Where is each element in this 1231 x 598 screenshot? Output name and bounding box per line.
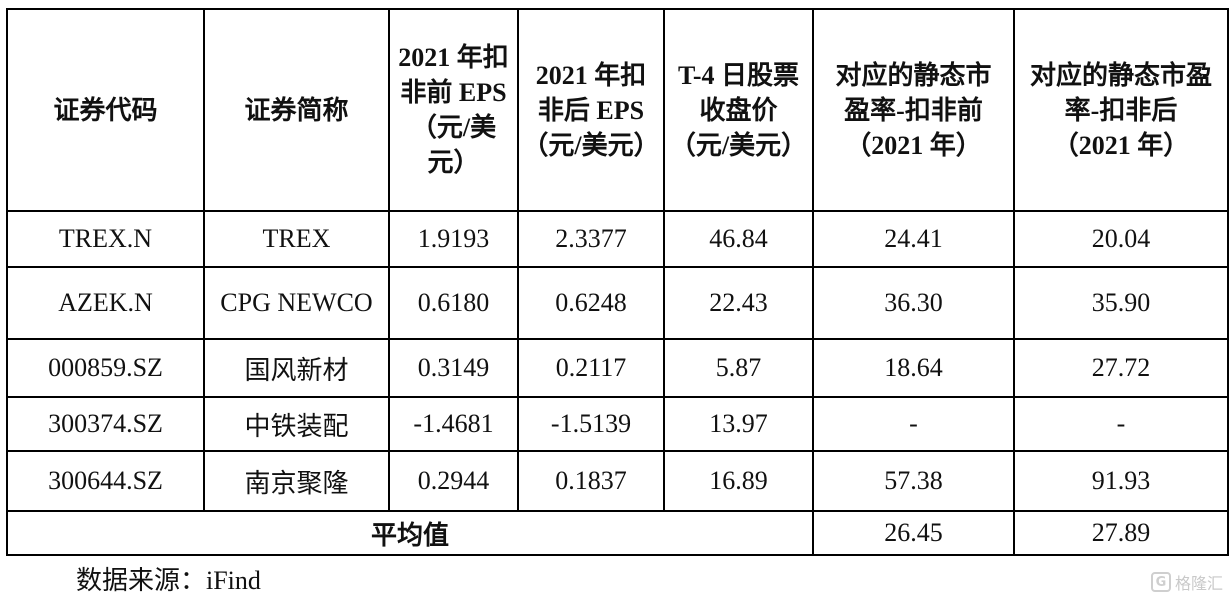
header-line: 2021 年扣 (535, 60, 647, 90)
cell-code: 300374.SZ (6, 396, 205, 452)
header-line: 证券代码 (53, 95, 158, 125)
header-line: 元） (427, 148, 480, 177)
header-security-name: 证券简称 (203, 8, 390, 212)
header-line: 对应的静态市 (835, 60, 992, 90)
header-line: 率-扣非后 (1064, 95, 1178, 125)
source-note: 数据来源：iFind (76, 566, 261, 595)
cell-pe-before: 57.38 (812, 450, 1015, 512)
header-eps-after: 2021 年扣 非后 EPS （元/美元） (517, 8, 665, 212)
header-line: 非前 EPS (400, 78, 507, 107)
average-pe-before: 26.45 (812, 510, 1015, 556)
header-line: （元/美元） (522, 130, 660, 160)
cell-code: AZEK.N (6, 266, 205, 340)
cell-code: TREX.N (6, 210, 205, 268)
cell-pe-after: 27.72 (1013, 338, 1229, 398)
table-row: 300374.SZ 中铁装配 -1.4681 -1.5139 13.97 - - (6, 396, 1229, 452)
header-line: 非后 EPS (537, 95, 645, 125)
cell-eps-after: 0.2117 (517, 338, 665, 398)
cell-pe-before: 24.41 (812, 210, 1015, 268)
cell-close-price: 46.84 (663, 210, 814, 268)
cell-name: 南京聚隆 (203, 450, 390, 512)
cell-close-price: 13.97 (663, 396, 814, 452)
cell-eps-before: 0.2944 (388, 450, 519, 512)
cell-close-price: 5.87 (663, 338, 814, 398)
cell-eps-before: 0.6180 (388, 266, 519, 340)
header-line: 证券简称 (244, 95, 349, 125)
cell-eps-after: 2.3377 (517, 210, 665, 268)
header-line: 对应的静态市盈 (1029, 60, 1212, 90)
cell-code: 300644.SZ (6, 450, 205, 512)
watermark-text: 格隆汇 (1174, 574, 1223, 593)
cell-eps-after: -1.5139 (517, 396, 665, 452)
cell-pe-before: 18.64 (812, 338, 1015, 398)
cell-eps-before: 1.9193 (388, 210, 519, 268)
cell-eps-before: 0.3149 (388, 338, 519, 398)
table-row: 000859.SZ 国风新材 0.3149 0.2117 5.87 18.64 … (6, 338, 1229, 398)
table-row: 300644.SZ 南京聚隆 0.2944 0.1837 16.89 57.38… (6, 450, 1229, 512)
header-close-price: T-4 日股票 收盘价 （元/美元） (663, 8, 814, 212)
table-row: TREX.N TREX 1.9193 2.3377 46.84 24.41 20… (6, 210, 1229, 268)
header-line: （2021 年） (1052, 130, 1190, 160)
header-line: （2021 年） (845, 130, 982, 160)
cell-pe-after: - (1013, 396, 1229, 452)
header-pe-before: 对应的静态市 盈率-扣非前 （2021 年） (812, 8, 1015, 212)
cell-pe-before: 36.30 (812, 266, 1015, 340)
cell-pe-after: 35.90 (1013, 266, 1229, 340)
cell-close-price: 22.43 (663, 266, 814, 340)
cell-eps-before: -1.4681 (388, 396, 519, 452)
header-line: 收盘价 (699, 95, 778, 125)
header-security-code: 证券代码 (6, 8, 205, 212)
average-pe-after: 27.89 (1013, 510, 1229, 556)
header-line: （元/美 (410, 113, 497, 142)
header-line: 盈率-扣非前 (844, 95, 983, 125)
average-row: 平均值 26.45 27.89 (6, 510, 1229, 556)
header-eps-before: 2021 年扣 非前 EPS （元/美 元） (388, 8, 519, 212)
cell-pe-after: 20.04 (1013, 210, 1229, 268)
header-line: T-4 日股票 (677, 60, 800, 90)
header-line: 2021 年扣 (398, 43, 509, 72)
cell-eps-after: 0.1837 (517, 450, 665, 512)
cell-eps-after: 0.6248 (517, 266, 665, 340)
header-pe-after: 对应的静态市盈 率-扣非后 （2021 年） (1013, 8, 1229, 212)
header-line: （元/美元） (669, 130, 808, 160)
cell-name: TREX (203, 210, 390, 268)
header-row: 证券代码 证券简称 2021 年扣 非前 EPS （元/美 元） 2021 年扣… (6, 8, 1229, 212)
cell-pe-before: - (812, 396, 1015, 452)
gelonghui-logo-icon: G (1150, 572, 1171, 592)
average-label: 平均值 (6, 510, 814, 556)
cell-name: 国风新材 (203, 338, 390, 398)
cell-close-price: 16.89 (663, 450, 814, 512)
cell-pe-after: 91.93 (1013, 450, 1229, 512)
cell-name: 中铁装配 (203, 396, 390, 452)
cell-name: CPG NEWCO (203, 266, 390, 340)
cell-code: 000859.SZ (6, 338, 205, 398)
valuation-table: 证券代码 证券简称 2021 年扣 非前 EPS （元/美 元） 2021 年扣… (6, 8, 1229, 556)
table-row: AZEK.N CPG NEWCO 0.6180 0.6248 22.43 36.… (6, 266, 1229, 340)
watermark: G 格隆汇 (1150, 570, 1223, 594)
